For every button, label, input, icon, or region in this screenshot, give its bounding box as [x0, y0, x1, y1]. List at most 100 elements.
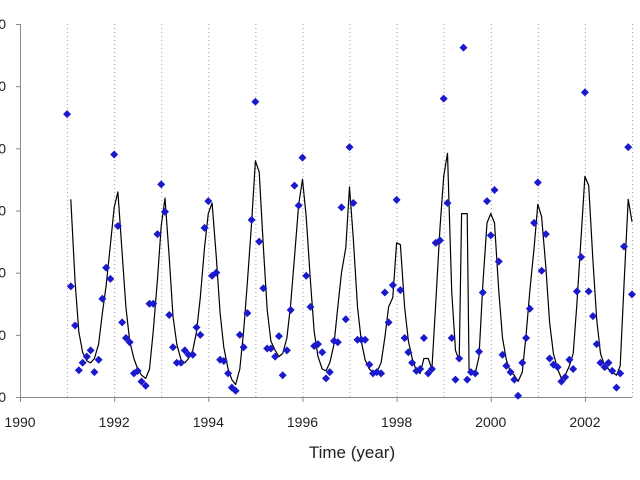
x-axis-title: Time (year) — [309, 443, 395, 462]
data-point — [160, 207, 169, 216]
data-point — [153, 230, 162, 239]
data-point — [455, 354, 464, 363]
data-point — [337, 203, 346, 212]
data-point — [494, 257, 503, 266]
data-point — [361, 335, 370, 344]
data-point — [90, 368, 99, 377]
data-point — [224, 369, 233, 378]
x-tick-label: 1994 — [193, 414, 224, 430]
data-point — [282, 346, 291, 355]
data-point — [435, 236, 444, 245]
data-point — [545, 354, 554, 363]
data-point — [247, 215, 256, 224]
data-point — [86, 346, 95, 355]
data-point — [628, 290, 636, 299]
data-point — [557, 377, 566, 386]
data-point — [106, 274, 115, 283]
data-point — [98, 294, 107, 303]
y-tick-label: 0 — [0, 78, 6, 94]
data-point — [172, 358, 181, 367]
data-point — [404, 348, 413, 357]
data-point — [294, 201, 303, 210]
y-tick-label: 0 — [0, 389, 6, 405]
data-point — [588, 312, 597, 321]
data-point — [333, 338, 342, 347]
data-point — [525, 304, 534, 313]
line-series — [70, 152, 633, 386]
data-point — [121, 333, 130, 342]
data-point — [286, 305, 295, 314]
data-point — [416, 365, 425, 374]
data-point — [592, 340, 601, 349]
data-point — [212, 268, 221, 277]
data-point — [475, 347, 483, 356]
data-point — [400, 333, 409, 342]
data-point — [486, 231, 495, 240]
data-point — [619, 242, 628, 251]
series-line — [70, 152, 633, 386]
data-point — [459, 43, 468, 52]
data-point — [110, 150, 119, 159]
data-point — [302, 271, 311, 280]
data-point — [580, 88, 589, 97]
data-point — [219, 356, 228, 365]
data-point — [290, 181, 299, 190]
data-point — [313, 340, 322, 349]
data-point — [204, 197, 213, 206]
x-tick-label: 2002 — [569, 414, 600, 430]
data-point — [66, 282, 75, 291]
data-point — [510, 375, 519, 384]
data-point — [71, 321, 80, 330]
data-point — [561, 373, 570, 382]
data-point — [600, 363, 609, 372]
data-point — [349, 199, 358, 208]
data-point — [278, 371, 287, 380]
data-point — [306, 302, 315, 311]
data-point — [341, 315, 350, 324]
data-point — [377, 369, 386, 378]
data-point — [424, 369, 433, 378]
x-tick-label: 1998 — [381, 414, 412, 430]
data-point — [200, 223, 209, 232]
data-point — [522, 333, 531, 342]
data-point — [584, 287, 593, 296]
x-tick-label: 1990 — [4, 414, 35, 430]
data-point — [530, 218, 539, 227]
data-point — [616, 369, 625, 378]
data-point — [74, 366, 83, 375]
data-point — [419, 333, 428, 342]
data-point — [541, 230, 550, 239]
data-point — [259, 284, 268, 293]
data-point — [322, 374, 330, 383]
data-point — [298, 153, 307, 162]
data-point — [149, 299, 158, 308]
data-point — [490, 185, 499, 194]
data-point — [196, 330, 205, 339]
y-tick-label: 0 — [0, 140, 6, 156]
x-tick-label: 1996 — [287, 414, 318, 430]
data-point — [365, 360, 374, 369]
data-point — [596, 358, 605, 367]
data-point — [243, 309, 252, 318]
data-point — [572, 287, 581, 296]
marker-series — [63, 43, 636, 400]
axes — [16, 24, 632, 402]
data-point — [188, 350, 197, 359]
data-point — [102, 263, 111, 272]
data-point — [384, 318, 393, 327]
data-point — [82, 352, 91, 361]
data-point — [318, 348, 327, 357]
data-point — [427, 365, 436, 374]
y-tick-label: 0 — [0, 16, 6, 32]
data-point — [612, 383, 621, 392]
data-point — [569, 365, 578, 374]
data-point — [180, 346, 189, 355]
data-point — [392, 195, 401, 204]
x-tick-labels: 1990 1992 1994 1996 1998 2000 2002 — [4, 414, 600, 430]
data-point — [239, 343, 248, 352]
data-point — [537, 266, 546, 275]
data-point — [255, 237, 264, 246]
data-point — [169, 343, 177, 352]
data-point — [63, 110, 72, 119]
